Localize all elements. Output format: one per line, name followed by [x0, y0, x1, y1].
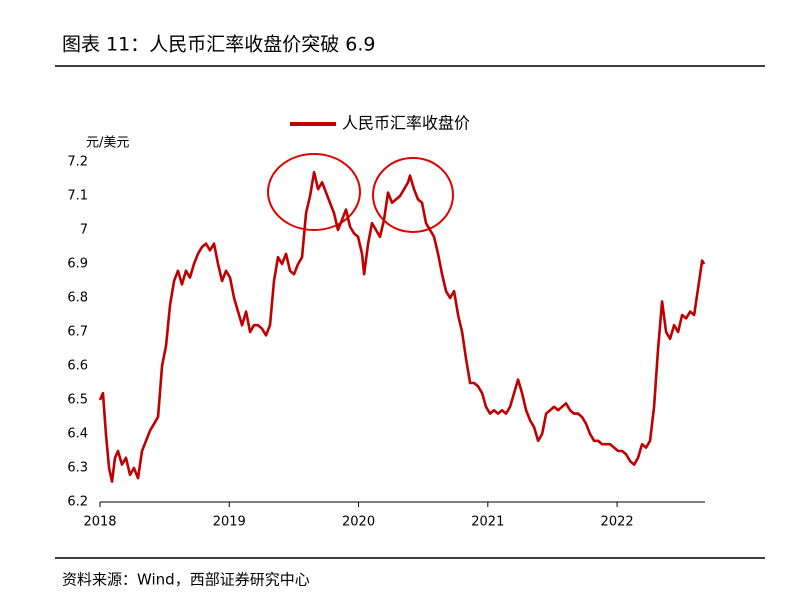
y-tick-label: 6.2	[67, 495, 88, 510]
y-tick-label: 6.7	[67, 325, 88, 340]
series-line	[98, 170, 706, 483]
y-tick-label: 7.1	[67, 189, 88, 204]
y-tick-label: 6.3	[67, 461, 88, 476]
source: 资料来源：Wind，西部证券研究中心	[62, 571, 310, 589]
y-tick-label: 7	[80, 223, 88, 238]
y-tick-label: 7.2	[67, 155, 88, 170]
x-tick-label: 2021	[471, 515, 504, 530]
y-tick-label: 6.9	[67, 257, 88, 272]
x-tick-label: 2019	[213, 515, 246, 530]
y-tick-label: 6.4	[67, 427, 88, 442]
y-tick-label: 6.6	[67, 359, 88, 374]
highlight-circle	[372, 157, 454, 233]
y-axis-label: 元/美元	[86, 136, 129, 151]
x-tick-label: 2018	[83, 515, 116, 530]
x-tick-label: 2022	[601, 515, 634, 530]
y-tick-label: 6.8	[67, 291, 88, 306]
legend-label: 人民币汇率收盘价	[342, 114, 470, 133]
y-tick-label: 6.5	[67, 393, 88, 408]
x-tick-label: 2020	[342, 515, 375, 530]
chart-title: 图表 11：人民币汇率收盘价突破 6.9	[62, 34, 375, 56]
highlight-circle	[267, 153, 361, 231]
